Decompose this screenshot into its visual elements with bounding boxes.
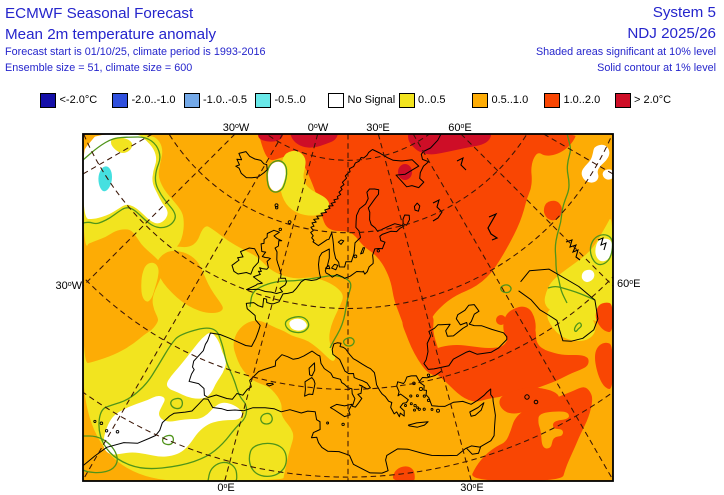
svg-text:30oW: 30oW [223,122,250,134]
svg-text:60oE: 60oE [448,122,472,134]
svg-text:0oE: 0oE [217,482,234,494]
svg-text:60oE: 60oE [617,278,641,290]
svg-text:0oW: 0oW [308,122,329,134]
svg-text:30oE: 30oE [460,482,484,494]
svg-text:30oE: 30oE [366,122,390,134]
svg-text:30oW: 30oW [55,280,82,292]
